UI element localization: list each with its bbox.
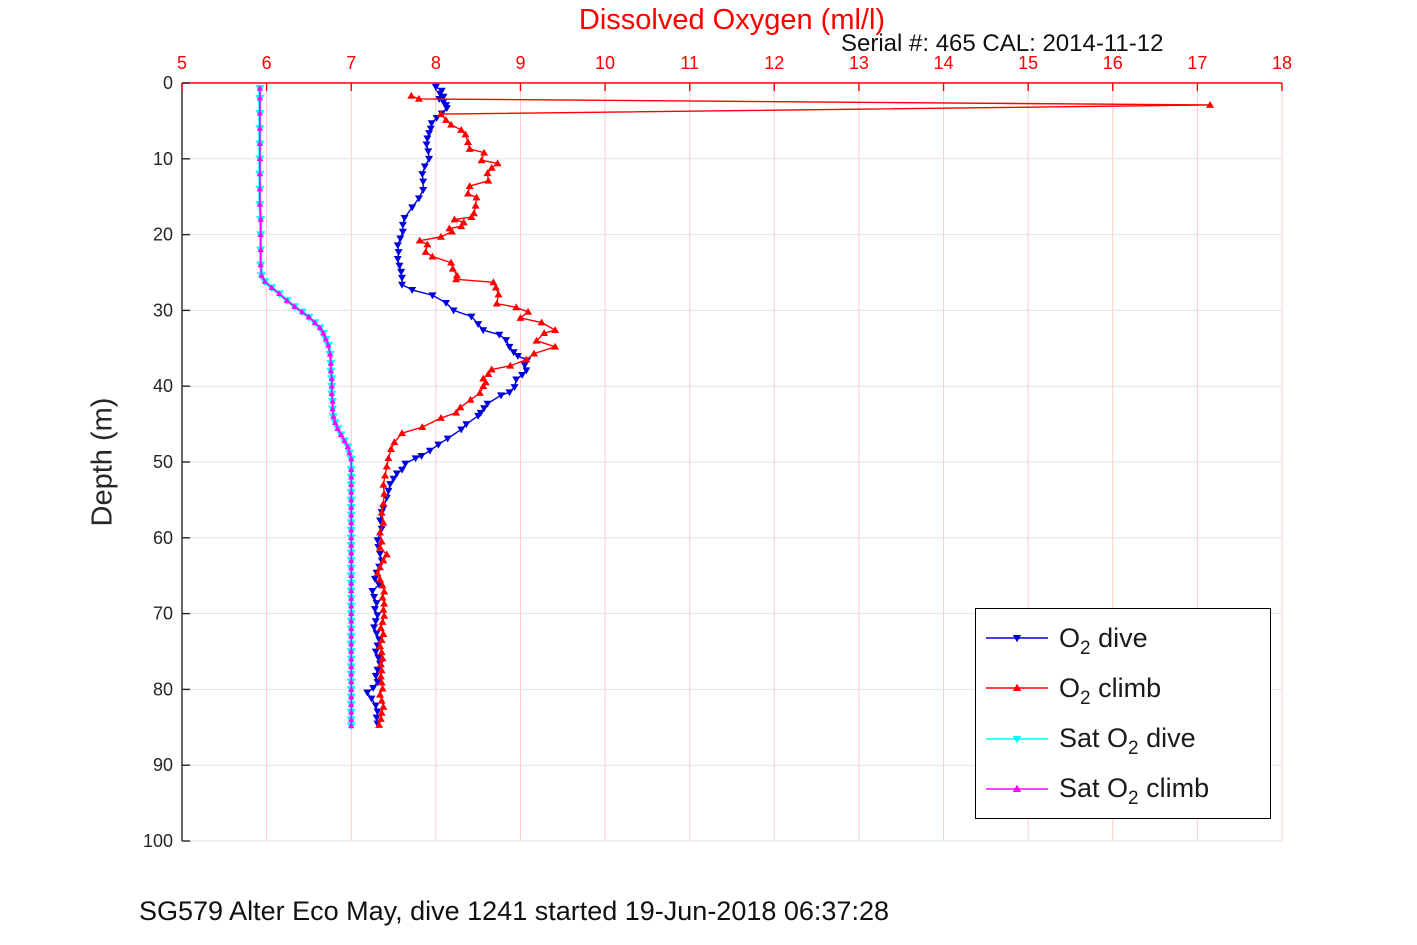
y-tick-label: 30 — [153, 300, 173, 320]
x-tick-label: 8 — [431, 53, 441, 73]
x-tick-label: 17 — [1187, 53, 1207, 73]
legend-label: Sat O2 climb — [1059, 773, 1210, 810]
y-tick-label: 40 — [153, 376, 173, 396]
legend-swatch-triangle-up-icon — [986, 684, 1048, 692]
caption: SG579 Alter Eco May, dive 1241 started 1… — [139, 896, 889, 926]
legend-item-4: Sat O2 climb — [984, 773, 1270, 810]
x-tick-label: 7 — [346, 53, 356, 73]
x-tick-label: 15 — [1018, 53, 1038, 73]
series-o2-dive-markers — [363, 83, 532, 728]
x-tick-label: 11 — [680, 53, 699, 73]
legend-swatch-triangle-down-icon — [986, 635, 1048, 643]
y-tick-label: 70 — [153, 604, 173, 624]
series-sat-o2-climb-markers — [256, 85, 355, 729]
x-tick-label: 18 — [1272, 53, 1292, 73]
x-tick-label: 16 — [1103, 53, 1123, 73]
chart-title: Dissolved Oxygen (ml/l) — [578, 4, 886, 36]
x-tick-label: 6 — [262, 53, 272, 73]
x-tick-label: 13 — [849, 53, 869, 73]
x-tick-label: 9 — [515, 53, 525, 73]
y-tick-label: 60 — [153, 528, 173, 548]
x-tick-label: 5 — [177, 53, 187, 73]
x-tick-label: 10 — [595, 53, 615, 73]
legend-item-1: O2 dive — [984, 622, 1270, 659]
legend-swatch-triangle-up-icon — [986, 784, 1048, 792]
legend-label: O2 dive — [1059, 622, 1148, 659]
y-tick-label: 90 — [153, 755, 173, 775]
y-tick-label: 50 — [153, 452, 173, 472]
series-sat-o2-dive-line — [258, 88, 353, 726]
y-tick-label: 100 — [143, 831, 173, 851]
legend-swatch-triangle-down-icon — [986, 735, 1048, 743]
x-tick-label: 14 — [934, 53, 954, 73]
series-sat-o2-climb-line — [259, 88, 353, 726]
x-tick-label: 12 — [764, 53, 784, 73]
y-tick-label: 0 — [163, 73, 173, 93]
y-tick-label: 80 — [153, 679, 173, 699]
legend: O2 dive O2 climb Sat O2 dive Sat O2 climb — [975, 608, 1271, 819]
serial-cal-label: Serial #: 465 CAL: 2014-11-12 — [841, 30, 1164, 57]
y-tick-label: 10 — [153, 149, 173, 169]
series-o2-dive-line — [366, 86, 528, 724]
legend-label: Sat O2 dive — [1059, 723, 1196, 760]
legend-item-3: Sat O2 dive — [984, 723, 1270, 760]
y-tick-label: 20 — [153, 225, 173, 245]
legend-label: O2 climb — [1059, 672, 1162, 709]
series-sat-o2-dive-markers — [255, 84, 356, 731]
legend-item-2: O2 climb — [984, 672, 1270, 709]
